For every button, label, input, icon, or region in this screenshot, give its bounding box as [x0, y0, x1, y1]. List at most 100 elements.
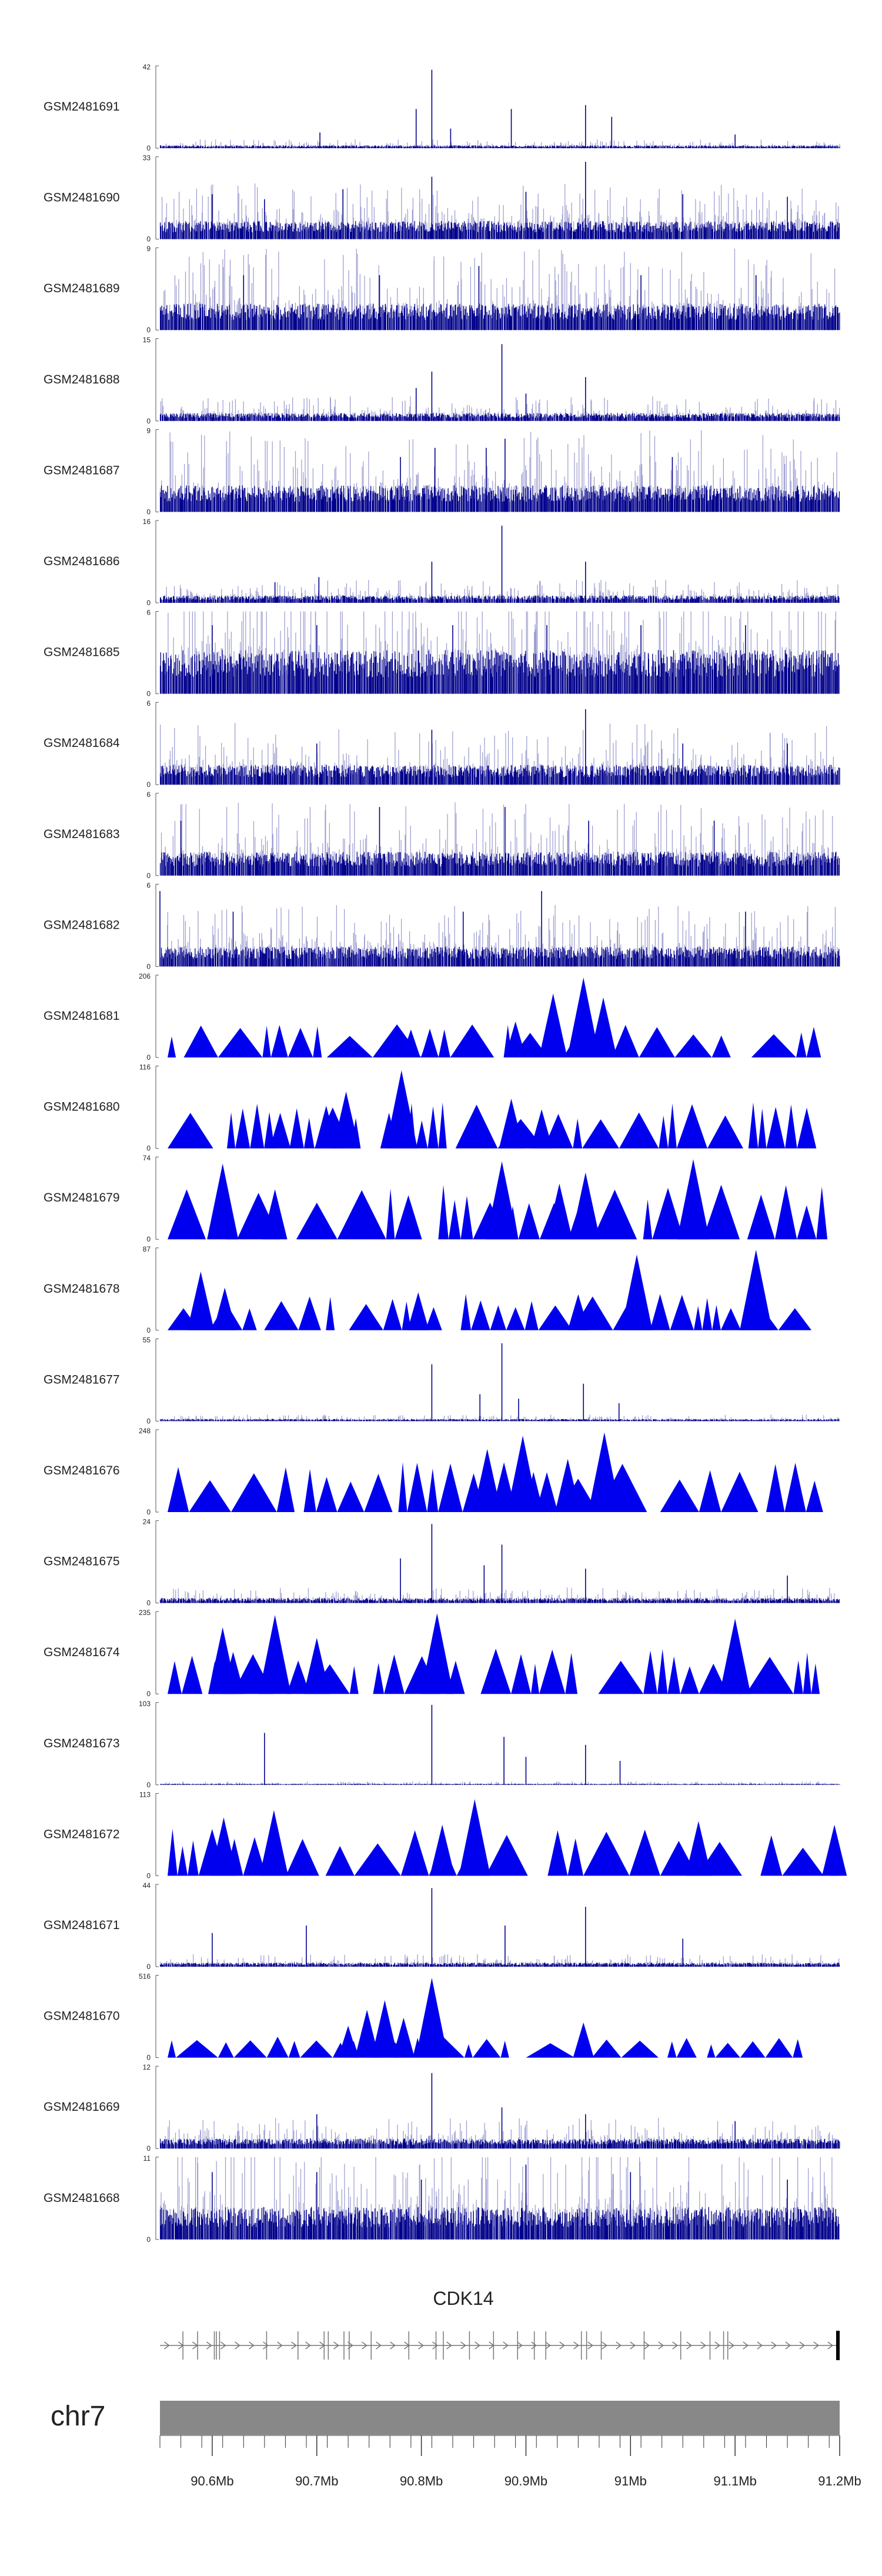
track-gsm2481686: GSM2481686 16 0	[44, 518, 840, 607]
signal-bars	[159, 303, 840, 331]
tick-label: 90.8Mb	[400, 2474, 443, 2488]
strand-arrow	[163, 2341, 170, 2350]
signal-peak	[486, 1161, 518, 1240]
track-gsm2481677: GSM2481677 55 0	[44, 1336, 840, 1425]
signal-peak	[430, 1824, 455, 1876]
y-min-label: 0	[146, 1871, 151, 1880]
track-gsm2481670: GSM2481670 516 0	[44, 1973, 803, 2062]
track-gsm2481678: GSM2481678 87 0	[44, 1245, 811, 1334]
strand-arrow	[785, 2341, 791, 2350]
signal-bars	[159, 413, 840, 421]
signal-peak	[338, 2026, 359, 2058]
strand-arrow	[235, 2341, 240, 2350]
strand-arrow	[700, 2341, 707, 2350]
y-min-label: 0	[146, 780, 151, 789]
strand-arrow	[418, 2341, 424, 2350]
track-gsm2481682: GSM2481682 6 0	[44, 881, 840, 970]
track-label: GSM2481674	[44, 1646, 120, 1659]
signal-bars	[159, 852, 840, 876]
y-min-label: 0	[146, 1599, 151, 1607]
track-label: GSM2481672	[44, 1827, 120, 1841]
track-gsm2481676: GSM2481676 248 0	[44, 1427, 823, 1516]
y-min-label: 0	[146, 326, 151, 334]
strand-arrow	[220, 2341, 226, 2350]
signal-bars	[159, 1419, 840, 1422]
signal-peak	[589, 997, 617, 1057]
signal-peak	[554, 1459, 581, 1512]
tick-label: 91.1Mb	[713, 2474, 756, 2488]
strand-arrow	[602, 2341, 607, 2350]
strand-arrow	[573, 2341, 579, 2350]
track-label: GSM2481687	[44, 463, 120, 477]
track-gsm2481674: GSM2481674 235 0	[44, 1609, 820, 1698]
y-max-label: 113	[139, 1790, 151, 1798]
track-label: GSM2481689	[44, 282, 120, 295]
signal-peak	[269, 1113, 291, 1149]
gene-end-mark	[836, 2331, 840, 2360]
signal-peak	[507, 1436, 539, 1512]
signal-triangles	[168, 1462, 823, 1512]
y-min-label: 0	[146, 1690, 151, 1698]
tick-label: 91.2Mb	[818, 2474, 861, 2488]
signal-peak	[420, 1613, 453, 1694]
y-max-label: 235	[139, 1609, 151, 1617]
y-max-label: 248	[139, 1427, 151, 1435]
track-gsm2481675: GSM2481675 24 0	[44, 1518, 840, 1607]
track-gsm2481671: GSM2481671 44 0	[44, 1881, 840, 1971]
track-gsm2481685: GSM2481685 6 0	[44, 609, 840, 698]
strand-arrow	[672, 2341, 679, 2350]
strand-arrow	[771, 2341, 777, 2350]
strand-arrow	[644, 2341, 650, 2350]
y-min-label: 0	[146, 144, 151, 152]
strand-arrow	[305, 2341, 311, 2350]
signal-bars	[159, 650, 840, 694]
track-label: GSM2481686	[44, 555, 120, 568]
y-min-label: 0	[146, 1417, 151, 1425]
track-label: GSM2481690	[44, 191, 120, 205]
strand-arrow	[277, 2341, 283, 2350]
track-gsm2481687: GSM2481687 9 0	[44, 426, 840, 516]
tick-label: 90.9Mb	[505, 2474, 547, 2488]
y-max-label: 87	[143, 1245, 151, 1253]
signal-bars	[159, 2207, 840, 2240]
strand-arrow	[517, 2341, 523, 2350]
chromosome-ideogram	[160, 2401, 840, 2435]
strand-arrow	[390, 2341, 396, 2350]
y-max-label: 103	[139, 1700, 151, 1708]
track-label: GSM2481688	[44, 373, 120, 386]
signal-peak	[459, 1799, 491, 1876]
track-label: GSM2481668	[44, 2191, 120, 2205]
track-label: GSM2481671	[44, 1918, 120, 1932]
signal-triangles	[168, 1649, 820, 1694]
y-max-label: 74	[143, 1154, 151, 1162]
signal-peak	[621, 1254, 653, 1330]
signal-peak	[685, 1821, 711, 1876]
strand-arrow	[333, 2341, 339, 2350]
y-max-label: 44	[143, 1881, 151, 1890]
signal-peak	[546, 1183, 573, 1240]
tick-label: 90.6Mb	[191, 2474, 233, 2488]
strand-arrow	[291, 2341, 297, 2350]
signal-peak	[187, 1272, 215, 1330]
strand-arrow	[799, 2341, 806, 2350]
y-max-label: 42	[143, 63, 151, 71]
signal-triangles	[168, 1294, 811, 1330]
strand-arrow	[503, 2341, 509, 2350]
signal-peak	[415, 1977, 448, 2058]
signal-bars	[159, 1598, 840, 1603]
strand-arrow	[658, 2341, 664, 2350]
y-max-label: 16	[143, 518, 151, 526]
signal-peak	[392, 2017, 415, 2058]
y-min-label: 0	[146, 2235, 151, 2244]
strand-arrow	[587, 2341, 593, 2350]
y-min-label: 0	[146, 872, 151, 880]
signal-peak	[677, 1159, 710, 1240]
strand-arrow	[531, 2341, 537, 2350]
track-gsm2481669: GSM2481669 12 0	[44, 2063, 840, 2153]
signal-bars	[159, 765, 840, 785]
y-min-label: 0	[146, 1326, 151, 1334]
strand-arrow	[249, 2341, 255, 2350]
tick-label: 90.7Mb	[295, 2474, 338, 2488]
strand-arrow	[376, 2341, 382, 2350]
